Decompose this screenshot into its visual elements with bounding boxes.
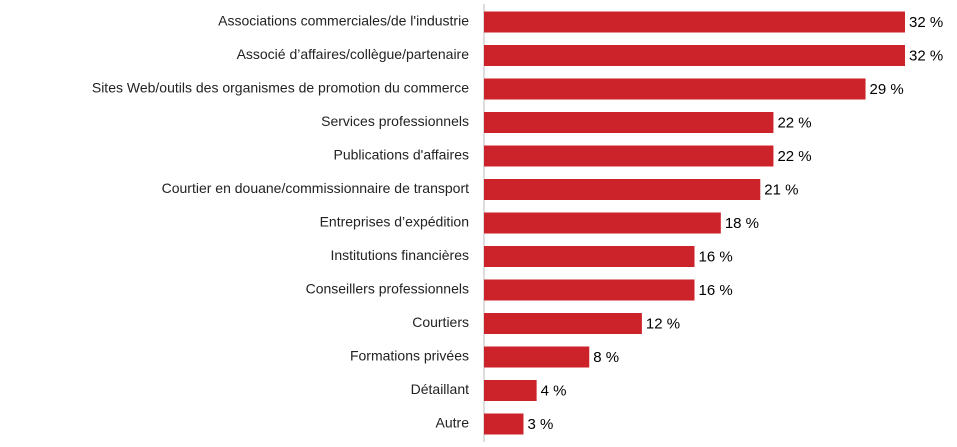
category-label: Courtier en douane/commissionnaire de tr…	[162, 180, 469, 196]
category-label: Détaillant	[411, 381, 469, 397]
bar	[484, 413, 524, 435]
value-label: 32 %	[909, 47, 943, 64]
value-label: 22 %	[777, 114, 811, 131]
bar	[484, 45, 905, 66]
bar	[484, 380, 537, 401]
bar	[484, 246, 695, 267]
value-label: 12 %	[646, 315, 680, 332]
value-label: 22 %	[777, 148, 811, 165]
bar	[484, 212, 721, 234]
value-label: 29 %	[870, 81, 904, 98]
category-label: Courtiers	[412, 314, 469, 330]
category-label: Entreprises d’expédition	[320, 214, 469, 230]
category-label: Formations privées	[350, 348, 469, 364]
category-label: Publications d'affaires	[334, 147, 470, 163]
bar	[484, 313, 642, 334]
category-label: Institutions financières	[330, 247, 469, 263]
category-label: Associé d’affaires/collègue/partenaire	[237, 46, 470, 62]
value-label: 8 %	[593, 349, 619, 366]
bar	[484, 78, 866, 100]
value-label: 21 %	[764, 181, 798, 198]
bar	[484, 346, 590, 368]
bar	[484, 11, 905, 33]
value-label: 4 %	[541, 382, 567, 399]
bar	[484, 179, 761, 200]
category-label: Autre	[436, 415, 470, 431]
bar	[484, 145, 774, 167]
value-label: 16 %	[699, 282, 733, 299]
category-label: Associations commerciales/de l'industrie	[218, 13, 469, 29]
bar	[484, 112, 774, 133]
category-label: Conseillers professionnels	[306, 281, 469, 297]
value-label: 3 %	[527, 416, 553, 433]
category-label: Services professionnels	[321, 113, 469, 129]
value-label: 16 %	[699, 248, 733, 265]
value-label: 18 %	[725, 215, 759, 232]
bar	[484, 279, 695, 301]
category-label: Sites Web/outils des organismes de promo…	[92, 80, 469, 96]
value-label: 32 %	[909, 14, 943, 31]
